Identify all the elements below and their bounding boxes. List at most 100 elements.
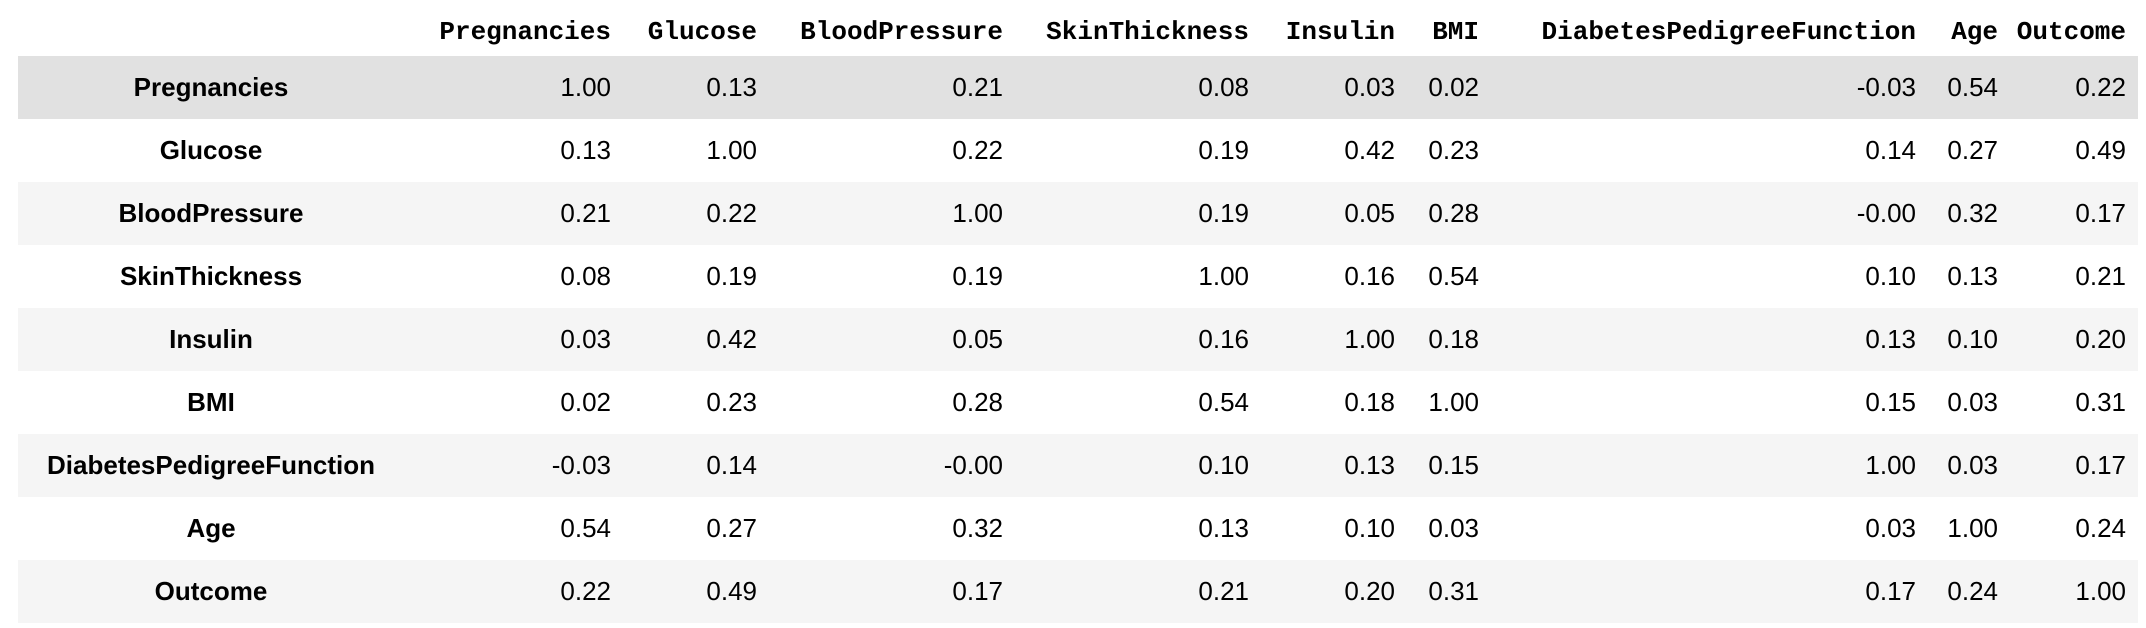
header-row: Pregnancies Glucose BloodPressure SkinTh… bbox=[18, 8, 2138, 56]
table-cell: 0.15 bbox=[1865, 387, 1916, 417]
table-cell: 0.02 bbox=[560, 387, 611, 417]
table-row: Outcome 0.22 0.49 0.17 0.21 0.20 0.31 0.17 0.24 1… bbox=[18, 560, 2138, 623]
table-cell: 0.15 bbox=[1428, 450, 1479, 480]
table-cell: 1.00 bbox=[1198, 261, 1249, 291]
table-cell: 0.22 bbox=[560, 576, 611, 606]
table-cell: 0.22 bbox=[706, 198, 757, 228]
table-row: BMI 0.02 0.23 0.28 0.54 0.18 1.00 0.15 0.03 0.31 bbox=[18, 371, 2138, 434]
table-cell: 1.00 bbox=[706, 135, 757, 165]
table-cell: 1.00 bbox=[560, 72, 611, 102]
table-cell: 0.21 bbox=[560, 198, 611, 228]
row-index-label: Pregnancies bbox=[133, 72, 289, 102]
table-cell: 0.08 bbox=[1198, 72, 1249, 102]
table-cell: 0.05 bbox=[1344, 198, 1395, 228]
row-index-label: Age bbox=[186, 513, 236, 543]
table-cell: 0.49 bbox=[2075, 135, 2126, 165]
table-row: Age 0.54 0.27 0.32 0.13 0.10 0.03 0.03 1.00 0.24 bbox=[18, 497, 2138, 560]
row-index-label: Outcome bbox=[154, 576, 268, 606]
table-cell: 0.17 bbox=[1865, 576, 1916, 606]
table-row: BloodPressure 0.21 0.22 1.00 0.19 0.05 0.28 -0.… bbox=[18, 182, 2138, 245]
table-cell: 0.16 bbox=[1198, 324, 1249, 354]
table-cell: 0.19 bbox=[1198, 135, 1249, 165]
table-row: DiabetesPedigreeFunction -0.03 0.14 -0.00 0.… bbox=[18, 434, 2138, 497]
table-cell: 0.13 bbox=[1344, 450, 1395, 480]
table-cell: 0.20 bbox=[2075, 324, 2126, 354]
table-cell: -0.00 bbox=[1856, 198, 1916, 228]
table-cell: 0.18 bbox=[1344, 387, 1395, 417]
table-cell: 0.42 bbox=[1344, 135, 1395, 165]
table-cell: 0.13 bbox=[706, 72, 757, 102]
table-cell: 0.03 bbox=[1344, 72, 1395, 102]
table-cell: 0.10 bbox=[1947, 324, 1998, 354]
column-header-glucose: Glucose bbox=[623, 8, 769, 56]
table-cell: -0.03 bbox=[551, 450, 611, 480]
table-cell: 0.05 bbox=[952, 324, 1003, 354]
row-index-label: Glucose bbox=[159, 135, 263, 165]
table-cell: 0.23 bbox=[1428, 135, 1479, 165]
table-cell: 0.24 bbox=[1947, 576, 1998, 606]
table-cell: 0.14 bbox=[1865, 135, 1916, 165]
table-cell: 0.28 bbox=[952, 387, 1003, 417]
row-index-label: DiabetesPedigreeFunction bbox=[47, 450, 375, 480]
table-cell: 1.00 bbox=[1865, 450, 1916, 480]
table-cell: 0.23 bbox=[706, 387, 757, 417]
column-header-skinthickness: SkinThickness bbox=[1015, 8, 1261, 56]
table-cell: 0.54 bbox=[1198, 387, 1249, 417]
table-cell: 1.00 bbox=[1428, 387, 1479, 417]
column-header-insulin: Insulin bbox=[1261, 8, 1407, 56]
table-cell: 1.00 bbox=[1344, 324, 1395, 354]
table-cell: 0.03 bbox=[1865, 513, 1916, 543]
table-cell: 0.21 bbox=[2075, 261, 2126, 291]
table-cell: 0.31 bbox=[2075, 387, 2126, 417]
table-cell: -0.03 bbox=[1856, 72, 1916, 102]
table-cell: 0.21 bbox=[1198, 576, 1249, 606]
table-cell: 0.17 bbox=[2075, 198, 2126, 228]
table-cell: 0.49 bbox=[706, 576, 757, 606]
table-cell: 0.14 bbox=[706, 450, 757, 480]
table-cell: 0.28 bbox=[1428, 198, 1479, 228]
row-index-label: SkinThickness bbox=[119, 261, 303, 291]
table-cell: 0.21 bbox=[952, 72, 1003, 102]
table-cell: 0.18 bbox=[1428, 324, 1479, 354]
table-cell: 0.10 bbox=[1865, 261, 1916, 291]
table-row: Insulin 0.03 0.42 0.05 0.16 1.00 0.18 0.13 0.10 0… bbox=[18, 308, 2138, 371]
table-cell: 0.54 bbox=[1947, 72, 1998, 102]
table-cell: 1.00 bbox=[952, 198, 1003, 228]
table-cell: 0.08 bbox=[560, 261, 611, 291]
table-cell: -0.00 bbox=[943, 450, 1003, 480]
table-cell: 0.24 bbox=[2075, 513, 2126, 543]
table-cell: 0.16 bbox=[1344, 261, 1395, 291]
table-cell: 0.19 bbox=[952, 261, 1003, 291]
index-corner bbox=[18, 8, 404, 56]
column-header-pregnancies: Pregnancies bbox=[404, 8, 623, 56]
table-cell: 0.17 bbox=[952, 576, 1003, 606]
table-cell: 1.00 bbox=[2075, 576, 2126, 606]
table-cell: 1.00 bbox=[1947, 513, 1998, 543]
table-cell: 0.10 bbox=[1198, 450, 1249, 480]
table-cell: 0.13 bbox=[1865, 324, 1916, 354]
dataframe-output: Pregnancies Glucose BloodPressure SkinTh… bbox=[18, 8, 2138, 623]
table-cell: 0.31 bbox=[1428, 576, 1479, 606]
column-header-diabetespedigreefunction: DiabetesPedigreeFunction bbox=[1491, 8, 1928, 56]
column-header-outcome: Outcome bbox=[2010, 8, 2138, 56]
table-cell: 0.13 bbox=[1198, 513, 1249, 543]
column-header-bloodpressure: BloodPressure bbox=[769, 8, 1015, 56]
table-body: Pregnancies 1.00 0.13 0.21 0.08 0.03 0.02 -0.03… bbox=[18, 56, 2138, 623]
table-cell: 0.32 bbox=[952, 513, 1003, 543]
table-cell: 0.22 bbox=[2075, 72, 2126, 102]
column-header-age: Age bbox=[1928, 8, 2010, 56]
table-cell: 0.13 bbox=[560, 135, 611, 165]
table-cell: 0.02 bbox=[1428, 72, 1479, 102]
table-row: SkinThickness 0.08 0.19 0.19 1.00 0.16 0.54 0.1… bbox=[18, 245, 2138, 308]
table-cell: 0.17 bbox=[2075, 450, 2126, 480]
table-cell: 0.22 bbox=[952, 135, 1003, 165]
table-cell: 0.20 bbox=[1344, 576, 1395, 606]
table-cell: 0.42 bbox=[706, 324, 757, 354]
table-cell: 0.03 bbox=[560, 324, 611, 354]
row-index-label: BloodPressure bbox=[118, 198, 304, 228]
table-cell: 0.03 bbox=[1428, 513, 1479, 543]
correlation-table: Pregnancies Glucose BloodPressure SkinTh… bbox=[18, 8, 2138, 623]
table-cell: 0.32 bbox=[1947, 198, 1998, 228]
table-cell: 0.27 bbox=[1947, 135, 1998, 165]
table-cell: 0.19 bbox=[1198, 198, 1249, 228]
